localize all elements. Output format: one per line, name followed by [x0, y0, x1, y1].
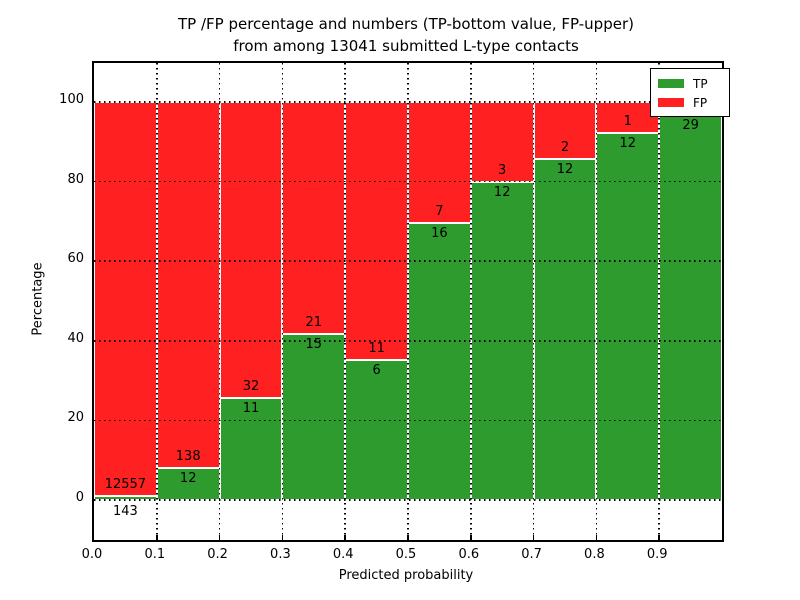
y-axis-label: Percentage — [30, 262, 46, 336]
bar-segment-fp-0 — [94, 102, 157, 496]
legend-swatch-tp — [658, 79, 684, 88]
y-tick-label-20: 20 — [67, 410, 84, 426]
bar-segment-tp-8 — [596, 132, 660, 500]
x-tickmark-8 — [595, 535, 598, 540]
fp-count-label-4: 11 — [368, 340, 385, 356]
x-tickmark-6 — [470, 535, 472, 540]
bar-segment-tp-4 — [345, 359, 408, 500]
bar-segment-tp-5 — [408, 223, 471, 500]
legend-label-tp: TP — [693, 76, 708, 91]
x-tickmark-2 — [218, 535, 221, 540]
x-axis-label: Predicted probability — [338, 568, 474, 583]
fp-count-label-2: 32 — [242, 379, 260, 395]
x-tick-label-0.7: 0.7 — [521, 547, 542, 562]
tp-count-label-2: 11 — [242, 401, 260, 417]
tp-count-label-0: 143 — [112, 504, 138, 519]
x-tick-label-0.9: 0.9 — [646, 547, 668, 562]
bar-segment-fp-3 — [282, 102, 346, 335]
gridline-v-6 — [470, 63, 472, 540]
fp-count-label-5: 7 — [435, 204, 444, 220]
fp-count-label-0: 12557 — [104, 476, 147, 492]
chart-title: TP /FP percentage and numbers (TP-bottom… — [92, 13, 720, 57]
legend-swatch-fp — [658, 98, 684, 107]
tp-count-label-5: 16 — [431, 226, 448, 242]
tp-count-label-3: 15 — [305, 337, 323, 353]
legend: TP FP — [650, 68, 730, 117]
fp-count-label-8: 1 — [623, 113, 632, 129]
fp-count-label-3: 21 — [305, 315, 323, 331]
x-tickmark-4 — [344, 535, 346, 540]
bar-segment-fp-2 — [219, 102, 283, 399]
tp-count-label-6: 12 — [493, 184, 511, 200]
x-tick-label-0.8: 0.8 — [584, 547, 605, 562]
x-tickmark-5 — [407, 535, 409, 540]
plot-area: TP FP 12557 143 138 12 32 11 21 15 11 6 7 16 3 12 2 12 1 1… — [92, 61, 730, 542]
gridline-v-9 — [658, 63, 660, 540]
x-tick-label-0.2: 0.2 — [207, 547, 228, 562]
x-tick-label-0.6: 0.6 — [458, 547, 480, 562]
gridline-v-8 — [595, 63, 598, 540]
x-tickmark-3 — [281, 535, 284, 540]
x-tick-label-0.1: 0.1 — [144, 547, 166, 562]
x-tick-label-0.0: 0.0 — [81, 547, 103, 562]
tp-count-label-4: 6 — [372, 362, 381, 378]
bar-segment-tp-7 — [533, 158, 597, 500]
y-tick-label-100: 100 — [59, 92, 84, 107]
x-tickmark-9 — [658, 535, 660, 540]
legend-entry-tp: TP — [658, 74, 722, 93]
x-tick-label-0.4: 0.4 — [332, 547, 354, 562]
x-tick-label-0.5: 0.5 — [395, 547, 417, 562]
gridline-v-1 — [156, 63, 158, 540]
y-tick-label-60: 60 — [67, 251, 84, 267]
bar-segment-fp-4 — [345, 102, 408, 360]
bar-segment-fp-1 — [156, 102, 220, 469]
gridline-v-5 — [407, 63, 409, 540]
bar-segment-tp-3 — [282, 334, 346, 500]
legend-label-fp: FP — [693, 95, 708, 110]
y-tick-label-0: 0 — [75, 490, 84, 505]
y-tick-label-40: 40 — [67, 330, 84, 346]
tp-count-label-8: 12 — [619, 135, 637, 151]
gridline-v-7 — [532, 63, 535, 540]
x-tick-label-0.3: 0.3 — [270, 547, 291, 562]
fp-count-label-1: 138 — [175, 449, 201, 465]
gridline-v-3 — [281, 63, 284, 540]
tp-count-label-7: 12 — [556, 161, 574, 177]
gridline-v-4 — [344, 63, 346, 540]
tp-count-label-9: 29 — [682, 118, 699, 134]
x-tickmark-7 — [532, 535, 535, 540]
legend-entry-fp: FP — [658, 93, 722, 112]
tp-count-label-1: 12 — [179, 471, 197, 487]
gridline-v-2 — [218, 63, 221, 540]
bar-segment-tp-9 — [659, 115, 722, 500]
chart-title-line2: from among 13041 submitted L-type contac… — [233, 37, 579, 55]
fp-count-label-6: 3 — [498, 162, 507, 178]
x-tickmark-1 — [156, 535, 158, 540]
chart-title-line1: TP /FP percentage and numbers (TP-bottom… — [178, 15, 634, 33]
fp-count-label-7: 2 — [560, 139, 570, 155]
y-tick-label-80: 80 — [67, 171, 84, 187]
